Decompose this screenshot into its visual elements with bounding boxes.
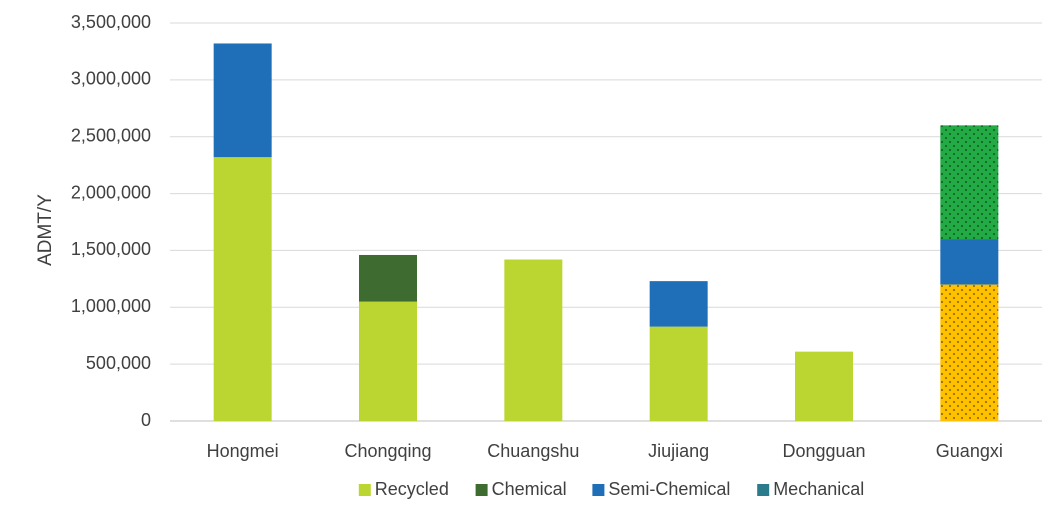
bar-segment-semi-chemical [213,43,272,158]
gridlines [170,22,1042,422]
legend-swatch [475,484,488,496]
x-tick-label: Dongguan [782,441,865,461]
y-tick-label: 2,000,000 [71,182,151,202]
bar-segment-guangxi-green [940,125,999,240]
legend-label: Recycled [375,479,449,499]
bar-segment-recycled [213,157,272,421]
bar-segment-recycled [359,301,417,421]
x-axis-ticks: Hongmei Chongqing Chuangshu Jiujiang Donggua… [207,441,1003,461]
y-tick-label: 2,500,000 [71,125,151,145]
y-tick-label: 500,000 [86,353,151,373]
legend-label: Mechanical [773,479,864,499]
legend-label: Semi-Chemical [608,479,730,499]
bar-segment-recycled [795,351,853,421]
bars [213,43,999,421]
y-tick-label: 3,000,000 [71,69,151,89]
bar-segment-chemical [359,254,417,302]
bar-segment-semi-chemical [940,239,999,285]
y-tick-label: 3,500,000 [71,12,151,32]
y-axis-title: ADMT/Y [35,194,56,266]
y-tick-label: 1,000,000 [71,296,151,316]
bar-segment-recycled [504,259,563,421]
x-tick-label: Chuangshu [487,441,579,461]
legend: Recycled Chemical Semi-Chemical Mechanical [358,479,864,499]
y-tick-label: 0 [141,410,151,430]
x-tick-label: Hongmei [207,441,279,461]
y-axis-ticks: 0 500,000 1,000,000 1,500,000 2,000,000 2,500… [71,12,151,430]
legend-label: Chemical [492,479,567,499]
bar-segment-guangxi-yellow [940,284,999,421]
x-tick-label: Jiujiang [648,441,709,461]
x-tick-label: Chongqing [344,441,431,461]
x-tick-label: Guangxi [936,441,1003,461]
legend-swatch [358,484,371,496]
legend-swatch [592,484,605,496]
y-tick-label: 1,500,000 [71,239,151,259]
bar-segment-semi-chemical [649,281,708,327]
legend-swatch [757,484,770,496]
bar-segment-recycled [649,326,708,421]
